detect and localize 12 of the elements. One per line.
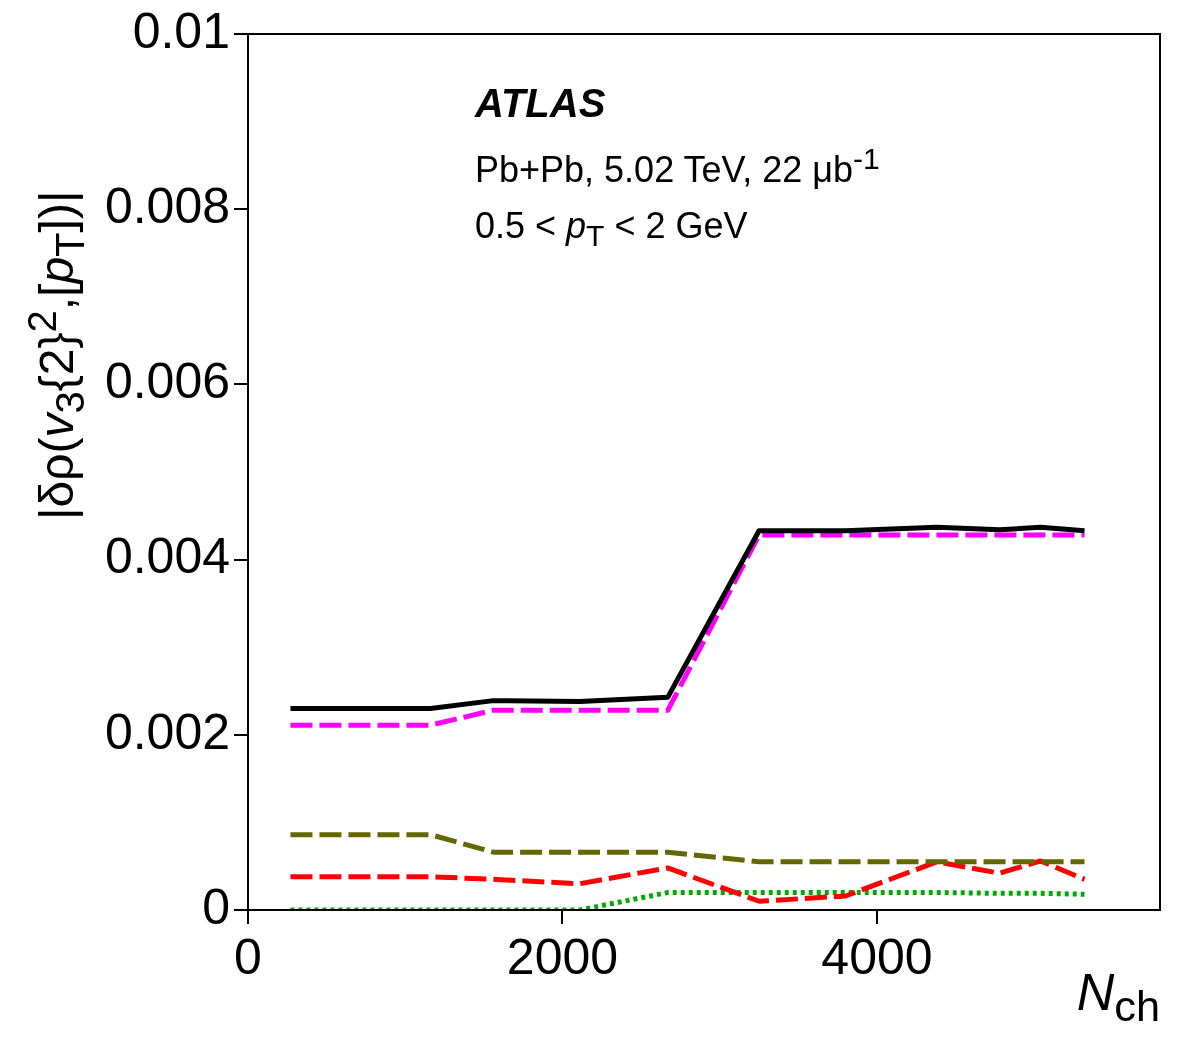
- x-tick-label: 2000: [506, 928, 619, 985]
- y-tick-label: 0.002: [104, 703, 230, 760]
- annotation: ATLAS: [475, 80, 607, 127]
- y-tick-label: 0.006: [104, 353, 230, 410]
- y-tick-label: 0.008: [104, 177, 230, 234]
- annotation: Pb+Pb, 5.02 TeV, 22 μb$^{-1}$: [475, 141, 880, 192]
- y-tick-label: 0: [202, 878, 230, 935]
- x-tick-label: 4000: [821, 928, 933, 985]
- x-axis-title: N$_{ch}$: [1076, 963, 1160, 1031]
- y-tick-label: 0.01: [132, 2, 230, 59]
- annotation: 0.5 < p$_{T}$ < 2 GeV: [475, 204, 749, 255]
- y-tick-label: 0.004: [104, 528, 230, 585]
